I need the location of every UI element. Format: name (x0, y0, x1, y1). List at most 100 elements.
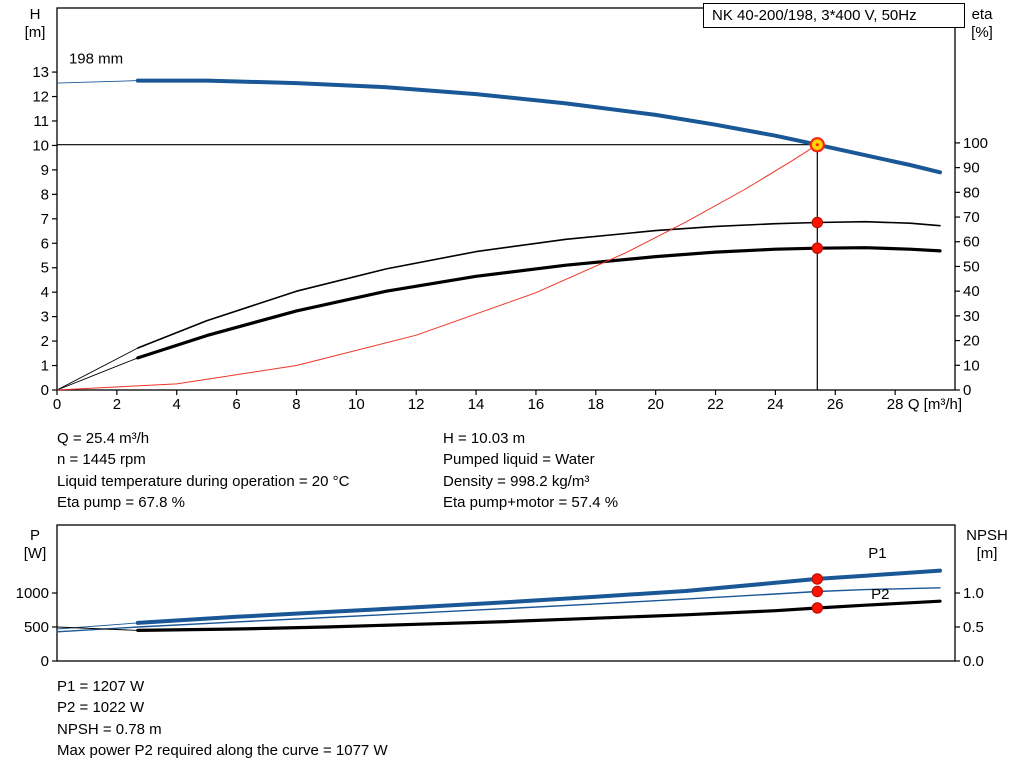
y-right-tick-label: 10 (963, 357, 980, 374)
npsh-axis-unit: [m] (976, 545, 998, 562)
y-right-tick-label: 20 (963, 333, 980, 350)
x-tick-label: 8 (292, 396, 300, 413)
y-left-tick-label: 7 (41, 211, 49, 228)
eta-pump-point (811, 216, 824, 229)
density-value: Density = 998.2 kg/m³ (443, 472, 590, 490)
eta-pump-motor-point (811, 242, 824, 254)
p2-curve (56, 587, 941, 633)
x-tick-label: 28 (887, 396, 904, 413)
power-axis-symbol: P (29, 527, 40, 544)
system-curve (56, 144, 818, 391)
x-tick-label: 0 (53, 396, 61, 413)
operating-data-left-column: Q = 25.4 m³/h n = 1445 rpm Liquid temper… (57, 428, 349, 514)
y-left-tick-label: 13 (32, 64, 49, 81)
head-axis-unit: [m] (24, 24, 46, 41)
head-curve-198mm-label: 198 mm (69, 51, 123, 68)
y-left-tick-label: 1 (41, 358, 49, 375)
y-left-tick-label: 10 (32, 137, 49, 154)
p1-value: P1 = 1207 W (57, 678, 145, 695)
liquid-temperature-value: Liquid temperature during operation = 20… (57, 472, 350, 490)
p1-curve-label: P1 (868, 545, 886, 562)
y-right-tick-label: 90 (963, 160, 980, 177)
operating-data-right-column: H = 10.03 m Pumped liquid = Water Densit… (443, 428, 618, 514)
eta-pump-curve-lead (56, 347, 139, 391)
y-left-tick-label: 500 (24, 619, 49, 636)
y-right-tick-label: 0 (963, 382, 971, 399)
x-tick-label: 24 (767, 396, 784, 413)
y-right-tick-label: 50 (963, 258, 980, 275)
y-left-tick-label: 11 (33, 113, 49, 130)
speed-value: n = 1445 rpm (57, 451, 146, 469)
hq-eta-chart: 0 2 4 6 8 10 12 14 16 18 20 22 24 26 28 Q [m³/h]0123456… (32, 7, 988, 413)
p2-point (811, 585, 824, 598)
x-tick-label: 20 (647, 396, 664, 413)
npsh-curve-lead (56, 626, 138, 631)
eta-axis-symbol: eta (971, 6, 993, 23)
x-tick-label: 10 (348, 396, 365, 413)
y-left-tick-label: 12 (32, 89, 49, 106)
y-right-tick-label: 40 (963, 283, 980, 300)
y-right-tick-label: 0.0 (963, 653, 984, 670)
head-curve-198mm (135, 78, 942, 175)
power-axis-unit: [W] (23, 545, 47, 562)
x-tick-label: 22 (707, 396, 724, 413)
y-right-tick-label: 60 (963, 234, 980, 251)
x-tick-label: 16 (528, 396, 545, 413)
duty-point-marker-center (815, 143, 819, 147)
pump-title-text: NK 40-200/198, 3*400 V, 50Hz (712, 7, 917, 24)
npsh-axis-symbol: NPSH (966, 527, 1008, 544)
y-right-tick-label: 70 (963, 209, 980, 226)
eta-axis-label: eta [%] (960, 6, 1004, 42)
y-left-tick-label: 0 (41, 653, 49, 670)
x-tick-label: 26 (827, 396, 844, 413)
pump-title-box: NK 40-200/198, 3*400 V, 50Hz (703, 3, 965, 28)
eta-pump-value: Eta pump = 67.8 % (57, 494, 185, 512)
p2-value: P2 = 1022 W (57, 699, 145, 717)
y-left-tick-label: 8 (41, 186, 49, 203)
head-curve-198mm-lead (56, 80, 138, 84)
flow-value: Q = 25.4 m³/h (57, 430, 150, 447)
npsh-value: NPSH = 0.78 m (57, 720, 162, 738)
y-left-tick-label: 3 (41, 309, 49, 326)
x-tick-label: 2 (113, 396, 121, 413)
eta-axis-unit: [%] (971, 24, 993, 41)
y-left-tick-label: 9 (41, 162, 49, 179)
eta-pump-curve (137, 220, 941, 349)
y-right-tick-label: 80 (963, 184, 980, 201)
y-left-tick-label: 5 (41, 260, 49, 277)
max-power-note: Max power P2 required along the curve = … (57, 742, 388, 760)
eta-pump-motor-curve (136, 246, 942, 360)
npsh-point (811, 602, 824, 614)
npsh-axis-label: NPSH [m] (958, 527, 1016, 563)
x-tick-label: 6 (232, 396, 240, 413)
y-left-tick-label: 1000 (16, 585, 49, 602)
eta-pump-motor-value: Eta pump+motor = 57.4 % (443, 494, 619, 512)
head-axis-symbol: H (29, 6, 41, 23)
p1-curve (135, 568, 942, 625)
y-left-tick-label: 4 (41, 284, 49, 301)
plot-border (56, 524, 956, 662)
x-axis-title: Q [m³/h] (908, 396, 962, 413)
pumped-liquid-value: Pumped liquid = Water (443, 451, 595, 469)
head-value: H = 10.03 m (443, 430, 526, 447)
y-right-tick-label: 1.0 (963, 585, 984, 602)
x-tick-label: 4 (173, 396, 181, 413)
y-right-tick-label: 30 (963, 308, 980, 325)
power-data-block: P1 = 1207 W P2 = 1022 W NPSH = 0.78 m Ma… (57, 676, 388, 762)
y-left-tick-label: 6 (41, 235, 49, 252)
p1-point (811, 573, 824, 585)
x-tick-label: 14 (468, 396, 485, 413)
y-right-tick-label: 100 (963, 135, 988, 152)
y-left-tick-label: 0 (41, 382, 49, 399)
power-axis-label: P [W] (16, 527, 54, 563)
head-axis-label: H [m] (16, 6, 54, 42)
p2-curve-label: P2 (871, 586, 889, 603)
x-tick-label: 12 (408, 396, 425, 413)
y-left-tick-label: 2 (41, 333, 49, 350)
plot-border (56, 7, 956, 391)
y-right-tick-label: 0.5 (963, 619, 984, 636)
eta-pump-motor-curve-lead (56, 357, 138, 391)
npsh-curve (136, 599, 942, 633)
x-tick-label: 18 (587, 396, 604, 413)
